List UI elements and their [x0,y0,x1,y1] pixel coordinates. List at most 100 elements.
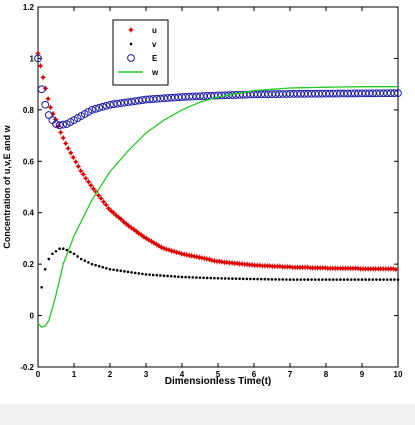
series-v [40,247,400,289]
y-tick-label: 0.2 [23,260,35,269]
series-u-point: ✦ [208,256,216,267]
series-v-point [274,278,277,281]
series-E-point [120,98,129,107]
series-u-point: ✦ [316,264,324,275]
series-u-point: ✦ [44,95,52,106]
x-tick-label: 1 [72,370,77,379]
series-u-point: ✦ [387,265,395,276]
series-u-point: ✦ [359,264,367,275]
y-tick-label: 1.2 [23,3,35,12]
series-u-point: ✦ [374,265,382,276]
series-u-point: ✦ [94,191,102,202]
series-u-point: ✦ [283,263,291,274]
series-u-point: ✦ [251,261,259,272]
series-u-point: ✦ [306,263,314,274]
series-u-point: ✦ [366,264,374,275]
series-u-point: ✦ [185,251,193,262]
series-v-point [108,267,112,271]
series-u-point: ✦ [220,258,228,269]
series-E-point [127,97,136,106]
series-v-point [54,249,58,253]
series-u-point: ✦ [132,227,140,238]
series-u-point: ✦ [286,263,294,274]
legend-swatch-u: ✦ [127,26,135,37]
series-E-point [124,98,132,107]
series-u-point: ✦ [177,249,185,260]
series-v-point [328,278,331,281]
series-u-point: ✦ [119,217,127,228]
x-tick-label: 0 [36,370,41,379]
series-v-point [123,270,126,273]
series-u-point: ✦ [155,241,163,252]
series-v-point [47,257,51,261]
series-layer: ✦✦✦✦✦✦✦✦✦✦✦✦✦✦✦✦✦✦✦✦✦✦✦✦✦✦✦✦✦✦✦✦✦✦✦✦✦✦✦✦… [34,49,402,328]
series-v-point [385,278,389,281]
legend-swatch-E [127,54,135,62]
series-v-point [90,262,94,266]
series-v-point [364,278,367,281]
series-u-point: ✦ [152,240,160,251]
series-v-point [173,275,177,278]
series-v-point [216,276,220,280]
series-u-point: ✦ [215,257,223,268]
series-u-point: ✦ [77,166,85,177]
series-u-point: ✦ [140,232,148,243]
series-v-point [65,248,69,252]
series-v-point [263,277,267,281]
series-v-point [61,247,65,251]
series-u-point: ✦ [346,264,354,275]
series-v-point [166,274,169,278]
series-v-point [306,278,310,281]
series-u-point: ✦ [377,265,385,276]
series-v-point [321,278,324,281]
series-E-point [116,99,125,108]
series-u-point: ✦ [125,222,133,233]
series-v-point [187,275,191,279]
series-u-point: ✦ [182,250,190,261]
series-u-point: ✦ [319,264,327,275]
series-u-point: ✦ [291,263,299,274]
series-u-point: ✦ [39,73,47,84]
series-u-point: ✦ [354,264,362,275]
legend-swatch-v [129,42,133,46]
series-u-point: ✦ [147,237,155,248]
series-v-point [277,278,281,281]
series-u-point: ✦ [392,265,400,276]
series-E-point [88,105,96,114]
series-u-point: ✦ [213,257,221,268]
series-u-point: ✦ [89,184,97,195]
series-u-point: ✦ [361,264,369,275]
series-u-point: ✦ [389,265,397,276]
series-u-point: ✦ [188,251,196,262]
series-u-point: ✦ [193,253,201,264]
series-v-point [339,278,342,281]
series-u-point: ✦ [137,231,145,242]
series-v-point [126,270,130,274]
series-v-point [349,278,353,281]
series-u-point: ✦ [308,263,316,274]
series-v-point [148,273,151,276]
series-v-point [162,274,166,278]
series-v-point [209,276,213,280]
series-E-point [113,99,122,108]
series-v-point [360,278,364,281]
series-v-point [396,278,400,281]
legend-box [112,19,169,86]
series-u-point: ✦ [218,257,226,268]
series-u-point: ✦ [64,144,72,155]
series-v-point [115,269,119,272]
series-u-point: ✦ [324,264,332,275]
series-u-point: ✦ [228,259,236,270]
series-u-point: ✦ [72,157,80,168]
series-u-point: ✦ [122,220,130,231]
series-u-point: ✦ [278,262,286,273]
series-u-point: ✦ [104,204,112,215]
series-E-point [37,85,46,94]
series-u-point: ✦ [203,255,211,266]
series-u-point: ✦ [142,234,150,245]
series-u-point: ✦ [195,253,203,264]
series-u-point: ✦ [130,225,138,236]
series-u-point: ✦ [59,134,67,145]
series-E-point [95,103,104,112]
series-v-point [378,278,382,281]
